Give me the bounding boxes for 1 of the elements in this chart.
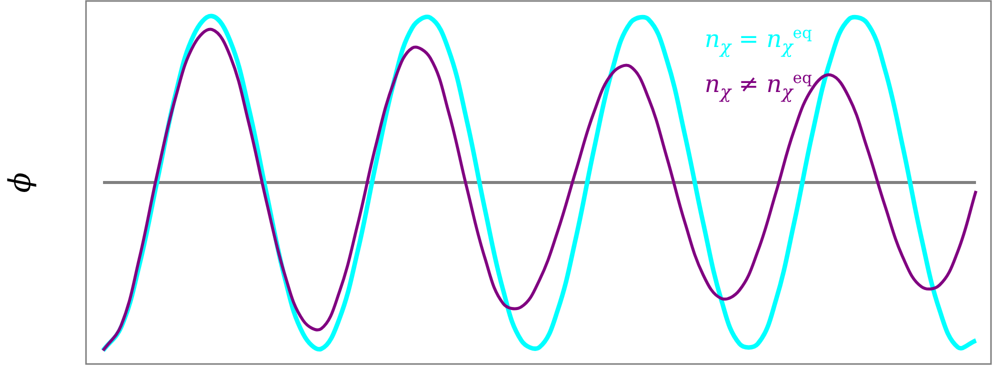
y-axis-title: ϕ — [2, 172, 38, 193]
